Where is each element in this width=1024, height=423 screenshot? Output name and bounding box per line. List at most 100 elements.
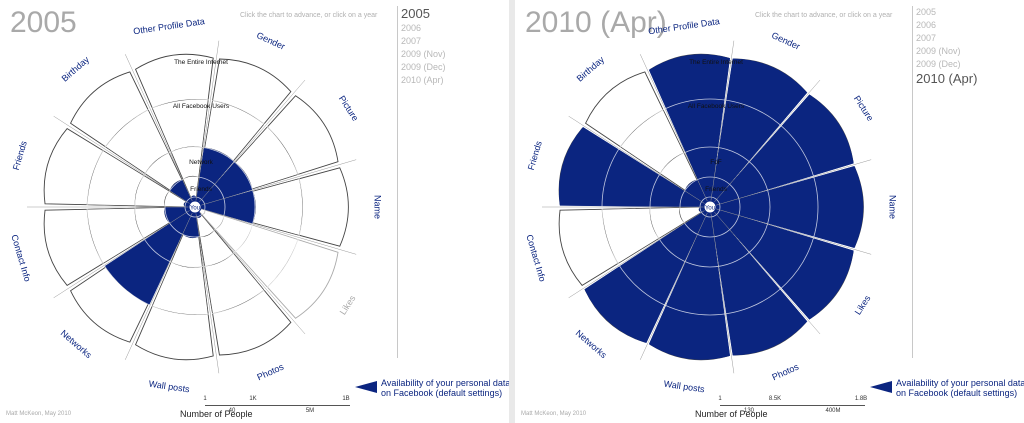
category-label[interactable]: Gender <box>255 30 286 52</box>
legend-wedge-icon <box>870 381 892 393</box>
scale-axis-line <box>720 405 865 406</box>
credit: Matt McKeon, May 2010 <box>521 411 587 417</box>
scale-tick-label: 40 <box>228 408 236 414</box>
category-label[interactable]: Likes <box>853 293 873 317</box>
chart-panel-2005[interactable]: 2005 Click the chart to advance, or clic… <box>0 0 509 423</box>
scale-title: Number of People <box>180 409 253 419</box>
category-label[interactable]: Wall posts <box>663 379 706 395</box>
chart-panel-2010[interactable]: 2010 (Apr) Click the chart to advance, o… <box>515 0 1024 423</box>
spoke-line <box>709 206 735 374</box>
spoke-line <box>194 206 306 335</box>
ring-label: FoF <box>710 159 722 166</box>
year-item-2009-nov[interactable]: 2009 (Nov) <box>401 49 446 59</box>
category-label[interactable]: Photos <box>255 361 285 382</box>
spoke-line <box>709 79 821 208</box>
availability-wedge[interactable] <box>648 206 731 360</box>
category-label[interactable]: Other Profile Data <box>648 16 721 36</box>
scale-tick-label: 1 <box>203 396 207 402</box>
credit: Matt McKeon, May 2010 <box>6 411 72 417</box>
spoke-line <box>568 115 711 208</box>
year-item-2006[interactable]: 2006 <box>401 23 422 33</box>
spoke-line <box>124 54 196 208</box>
scale-tick-label: 8.5K <box>768 396 782 402</box>
year-item-2009-dec[interactable]: 2009 (Dec) <box>401 62 446 72</box>
availability-wedge[interactable] <box>709 206 854 320</box>
availability-wedge[interactable] <box>709 58 808 208</box>
category-label[interactable]: Picture <box>337 94 361 123</box>
spoke-line <box>639 206 711 360</box>
category-label[interactable]: Name <box>888 195 898 219</box>
spoke-line <box>639 54 711 208</box>
rose-chart[interactable]: You Friends FoF All Facebook Users The Entir… <box>515 0 1024 423</box>
year-item-2007[interactable]: 2007 <box>401 36 422 46</box>
legend-wedge-icon <box>355 381 377 393</box>
year-item-2009-nov[interactable]: 2009 (Nov) <box>916 46 961 56</box>
ring-label-you: You <box>190 206 200 212</box>
category-label[interactable]: Gender <box>770 30 801 52</box>
category-label[interactable]: Other Profile Data <box>133 16 206 36</box>
year-item-2010-apr[interactable]: 2010 (Apr) <box>916 71 978 86</box>
category-label[interactable]: Likes <box>338 293 358 317</box>
legend-label: Availability of your personal data on Fa… <box>381 378 509 398</box>
year-menu: 2005 2006 2007 2009 (Nov) 2009 (Dec) 201… <box>397 6 446 358</box>
scale-tick-label: 130 <box>743 408 755 414</box>
category-label[interactable]: Birthday <box>60 54 92 84</box>
year-item-2005[interactable]: 2005 <box>401 6 430 21</box>
scale-tick-label: 5M <box>305 408 315 414</box>
category-label[interactable]: Birthday <box>575 54 607 84</box>
spoke-line <box>709 40 735 208</box>
category-label[interactable]: Picture <box>852 94 876 123</box>
ring-label-you: You <box>705 206 715 212</box>
scale-tick-label: 1 <box>718 396 722 402</box>
spoke-line <box>194 206 220 374</box>
availability-wedge[interactable] <box>709 165 864 249</box>
scale-axis-line <box>205 405 350 406</box>
legend-label: Availability of your personal data on Fa… <box>896 378 1024 398</box>
year-item-2006[interactable]: 2006 <box>916 20 937 30</box>
availability-wedge[interactable] <box>709 206 808 356</box>
advance-hint: Click the chart to advance, or click on … <box>240 12 378 19</box>
year-item-2010-apr[interactable]: 2010 (Apr) <box>401 75 444 85</box>
scale-tick-label: 400M <box>825 408 841 414</box>
spoke-line <box>53 206 196 299</box>
chart-title: 2010 (Apr) <box>525 6 667 39</box>
chart-title: 2005 <box>10 6 77 39</box>
category-label[interactable]: Contact Info <box>9 233 32 282</box>
spoke-line <box>194 79 306 208</box>
people-scale: 1 8.5K 1.8B 130 400M <box>715 392 875 420</box>
ring-label: The Entire Internet <box>174 59 228 66</box>
category-label[interactable]: Wall posts <box>148 379 191 395</box>
scale-tick-label: 1B <box>342 396 350 402</box>
spoke-line <box>709 206 872 255</box>
spoke-line <box>194 40 220 208</box>
category-label[interactable]: Networks <box>59 328 94 360</box>
ring-label: All Facebook Users <box>688 103 745 110</box>
category-label[interactable]: Friends <box>526 139 544 171</box>
scale-title: Number of People <box>695 409 768 419</box>
ring-label: All Facebook Users <box>173 103 230 110</box>
spoke-line <box>194 206 357 255</box>
year-item-2009-dec[interactable]: 2009 (Dec) <box>916 59 961 69</box>
spoke-line <box>709 206 821 335</box>
category-label[interactable]: Name <box>373 195 383 219</box>
category-label[interactable]: Networks <box>574 328 609 360</box>
scale-tick-label: 1K <box>249 396 257 402</box>
rose-chart[interactable]: You Friends Network All Facebook Users The E… <box>0 0 509 423</box>
spoke-line <box>194 159 357 208</box>
availability-wedge[interactable] <box>648 54 731 208</box>
people-scale: 1 1K 1B 40 5M <box>200 392 360 420</box>
ring-label: Friends <box>705 186 727 193</box>
spoke-line <box>124 206 196 360</box>
category-label[interactable]: Contact Info <box>524 233 547 282</box>
ring-label: Friends <box>190 186 212 193</box>
category-label[interactable]: Friends <box>11 139 29 171</box>
availability-wedge[interactable] <box>558 126 711 208</box>
year-item-2005[interactable]: 2005 <box>916 7 937 17</box>
center-you-icon <box>703 200 717 214</box>
spoke-line <box>568 206 711 299</box>
year-item-2007[interactable]: 2007 <box>916 33 937 43</box>
availability-wedge[interactable] <box>584 206 711 344</box>
category-label[interactable]: Photos <box>770 361 800 382</box>
availability-wedge[interactable] <box>709 94 854 208</box>
center-you-icon <box>188 200 202 214</box>
